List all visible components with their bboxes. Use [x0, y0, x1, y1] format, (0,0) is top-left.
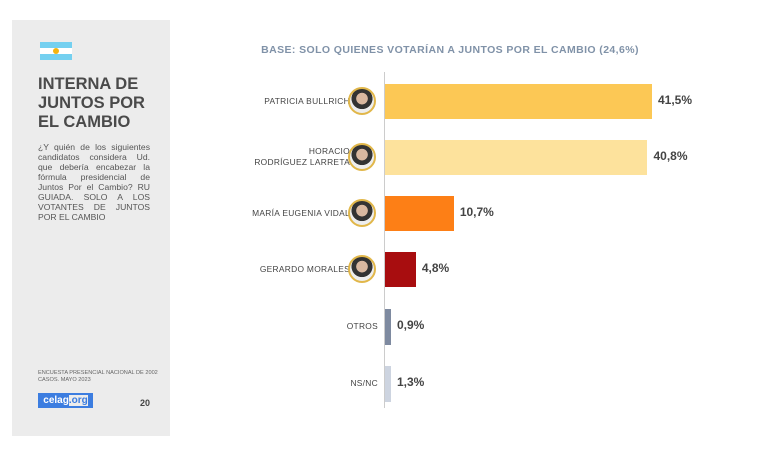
data-label: 4,8%	[421, 261, 450, 275]
data-label: 40,8%	[653, 149, 688, 163]
data-label: 10,7%	[459, 205, 494, 219]
data-label: 41,5%	[658, 93, 693, 107]
category-label: MARÍA EUGENIA VIDAL	[252, 208, 350, 218]
bar	[385, 84, 652, 119]
argentina-flag-icon	[40, 42, 72, 60]
candidate-photo	[348, 143, 376, 171]
data-label: 1,3%	[397, 375, 425, 389]
question-text: ¿Y quién de los siguientes candidatos co…	[38, 142, 150, 222]
bar	[385, 366, 391, 402]
bar	[385, 140, 648, 175]
bar	[385, 252, 416, 287]
data-label: 0,9%	[397, 318, 425, 332]
category-label: OTROS	[346, 321, 378, 331]
page-number: 20	[140, 398, 151, 408]
sidebar: INTERNA DE JUNTOS POR EL CAMBIO ¿Y quién…	[12, 20, 170, 436]
category-label: GERARDO MORALES	[259, 264, 350, 274]
category-label: NS/NC	[350, 378, 378, 388]
chart-subtitle: BASE: SOLO QUIENES VOTARÍAN A JUNTOS POR…	[261, 44, 639, 56]
bar	[385, 309, 391, 345]
category-label: HORACIO RODRÍGUEZ LARRETA	[254, 146, 350, 167]
category-label: PATRICIA BULLRICH	[264, 96, 350, 106]
axis-line	[384, 72, 385, 408]
candidate-photo	[348, 255, 376, 283]
source-note: ENCUESTA PRESENCIAL NACIONAL DE 2002 CAS…	[38, 370, 158, 383]
candidate-photo	[348, 199, 376, 227]
bar	[385, 196, 454, 231]
celag-logo: celag.org	[38, 393, 93, 408]
page-title: INTERNA DE JUNTOS POR EL CAMBIO	[38, 75, 145, 131]
candidate-photo	[348, 87, 376, 115]
